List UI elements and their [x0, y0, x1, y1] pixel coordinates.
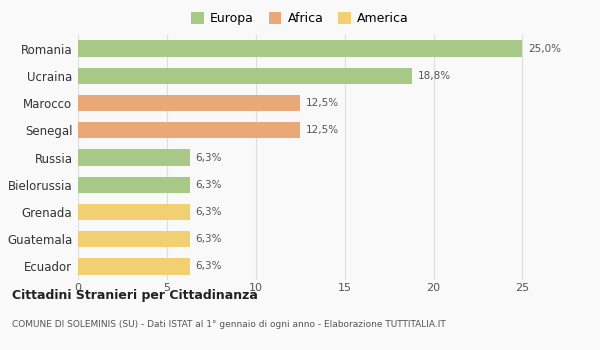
Text: 6,3%: 6,3%	[196, 207, 222, 217]
Bar	[78, 95, 300, 111]
Bar	[78, 41, 523, 57]
Bar	[78, 149, 190, 166]
Text: 6,3%: 6,3%	[196, 261, 222, 271]
Text: COMUNE DI SOLEMINIS (SU) - Dati ISTAT al 1° gennaio di ogni anno - Elaborazione : COMUNE DI SOLEMINIS (SU) - Dati ISTAT al…	[12, 320, 446, 329]
Text: 6,3%: 6,3%	[196, 180, 222, 190]
Text: 25,0%: 25,0%	[528, 44, 561, 54]
Bar	[78, 176, 190, 193]
Text: Cittadini Stranieri per Cittadinanza: Cittadini Stranieri per Cittadinanza	[12, 289, 258, 302]
Text: 12,5%: 12,5%	[305, 98, 338, 108]
Bar	[78, 258, 190, 274]
Bar	[78, 68, 412, 84]
Text: 18,8%: 18,8%	[418, 71, 451, 81]
Bar	[78, 231, 190, 247]
Text: 12,5%: 12,5%	[305, 125, 338, 135]
Bar	[78, 204, 190, 220]
Legend: Europa, Africa, America: Europa, Africa, America	[188, 10, 412, 28]
Text: 6,3%: 6,3%	[196, 153, 222, 162]
Text: 6,3%: 6,3%	[196, 234, 222, 244]
Bar	[78, 122, 300, 139]
